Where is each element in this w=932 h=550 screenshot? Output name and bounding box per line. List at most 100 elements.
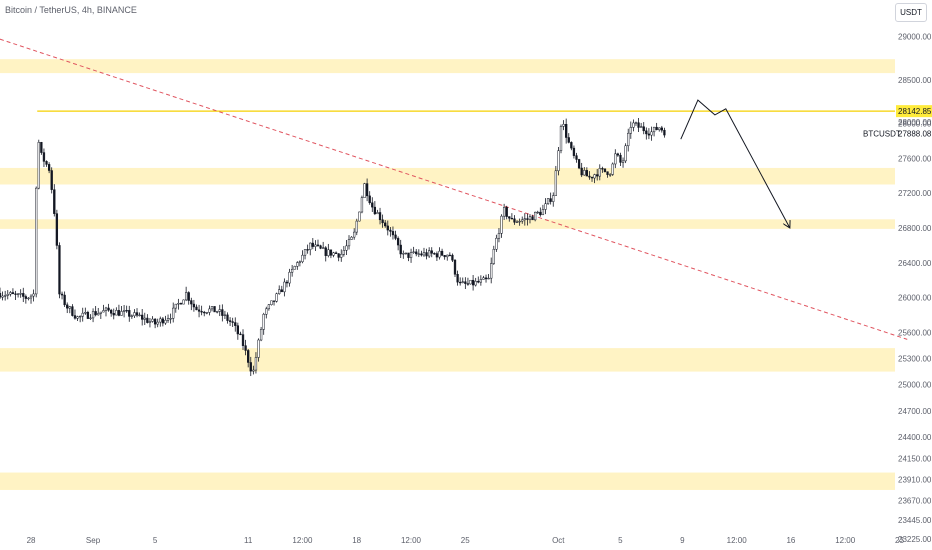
candle bbox=[278, 285, 281, 295]
candle bbox=[329, 249, 333, 259]
candle bbox=[624, 143, 627, 164]
candle bbox=[510, 213, 514, 220]
candle bbox=[280, 285, 283, 293]
currency-button[interactable]: USDT bbox=[895, 3, 927, 22]
y-tick-label: 26400.00 bbox=[898, 259, 932, 268]
candle bbox=[590, 176, 594, 182]
candle bbox=[420, 250, 423, 257]
candle bbox=[368, 191, 371, 205]
candle bbox=[107, 303, 110, 312]
candle bbox=[396, 236, 400, 251]
resistance-price-tag bbox=[896, 105, 932, 118]
candle bbox=[435, 251, 439, 261]
candle bbox=[619, 152, 622, 166]
x-tick-label: 12:00 bbox=[401, 536, 422, 545]
candle bbox=[252, 365, 255, 375]
candle bbox=[409, 248, 413, 263]
candle bbox=[490, 257, 493, 284]
candle bbox=[141, 309, 144, 326]
candle bbox=[42, 148, 46, 167]
candle bbox=[239, 331, 242, 336]
candle bbox=[479, 275, 483, 286]
y-tick-label: 24700.00 bbox=[898, 407, 932, 416]
candle bbox=[120, 305, 123, 316]
candle bbox=[27, 297, 30, 301]
candle bbox=[265, 306, 268, 319]
y-tick-label: 28500.00 bbox=[898, 76, 932, 85]
candle bbox=[40, 141, 43, 155]
candle bbox=[81, 307, 84, 322]
candle bbox=[459, 277, 462, 286]
candle bbox=[314, 240, 317, 252]
support-zone bbox=[0, 219, 895, 229]
candle bbox=[200, 305, 203, 316]
candle bbox=[216, 310, 219, 314]
candle bbox=[285, 280, 289, 288]
candle bbox=[350, 236, 353, 240]
candle bbox=[267, 304, 271, 311]
y-tick-label: 27600.00 bbox=[898, 154, 932, 163]
candle bbox=[153, 318, 157, 329]
candle bbox=[637, 118, 640, 133]
candle bbox=[169, 313, 172, 324]
candle bbox=[342, 246, 345, 257]
support-resistance-zones bbox=[0, 59, 895, 490]
x-tick-label: 12:00 bbox=[835, 536, 856, 545]
candle bbox=[541, 204, 545, 216]
candle bbox=[327, 243, 330, 258]
candle bbox=[365, 178, 369, 202]
candle bbox=[125, 305, 128, 313]
candle bbox=[32, 289, 35, 302]
y-tick-label: 25000.00 bbox=[898, 381, 932, 390]
candle bbox=[210, 305, 214, 312]
candle bbox=[446, 254, 449, 261]
chart-title: Bitcoin / TetherUS, 4h, BINANCE bbox=[5, 5, 137, 15]
candle bbox=[567, 133, 570, 144]
projection-arrow bbox=[680, 99, 790, 227]
last-price-label: 27888.08 bbox=[898, 129, 932, 138]
candle bbox=[179, 302, 183, 305]
candles-layer bbox=[0, 118, 666, 377]
projection-layer bbox=[680, 99, 790, 227]
y-tick-label: 23910.00 bbox=[898, 476, 932, 485]
candle bbox=[394, 230, 397, 241]
candle bbox=[422, 247, 426, 257]
candle bbox=[645, 127, 648, 140]
y-tick-label: 25300.00 bbox=[898, 355, 932, 364]
candle bbox=[231, 317, 234, 327]
candle bbox=[474, 277, 477, 287]
candle bbox=[601, 166, 604, 173]
candle bbox=[440, 248, 444, 257]
candle bbox=[29, 294, 33, 304]
candle bbox=[495, 234, 498, 252]
candle bbox=[213, 306, 216, 313]
x-tick-label: 28 bbox=[27, 536, 36, 545]
candle bbox=[652, 126, 656, 137]
candle bbox=[324, 246, 327, 262]
candle bbox=[376, 209, 379, 215]
candle bbox=[228, 317, 232, 327]
candle bbox=[502, 203, 506, 220]
candle bbox=[557, 147, 560, 176]
candle bbox=[73, 309, 77, 320]
x-tick-label: 11 bbox=[244, 536, 253, 545]
candle bbox=[456, 270, 459, 286]
candle bbox=[608, 173, 612, 177]
candle bbox=[249, 356, 252, 377]
y-tick-label: 29000.00 bbox=[898, 33, 932, 42]
candle bbox=[482, 275, 485, 280]
x-tick-label: 18 bbox=[352, 536, 361, 545]
candle bbox=[598, 164, 601, 181]
candle bbox=[536, 210, 539, 214]
candle bbox=[428, 247, 431, 258]
x-tick-label: Sep bbox=[86, 536, 101, 545]
support-zone bbox=[0, 59, 895, 74]
candle bbox=[319, 244, 322, 250]
candle bbox=[384, 220, 387, 228]
x-tick-label: 12:00 bbox=[727, 536, 748, 545]
candle bbox=[642, 122, 645, 135]
candle bbox=[63, 291, 66, 307]
candle bbox=[353, 228, 356, 240]
